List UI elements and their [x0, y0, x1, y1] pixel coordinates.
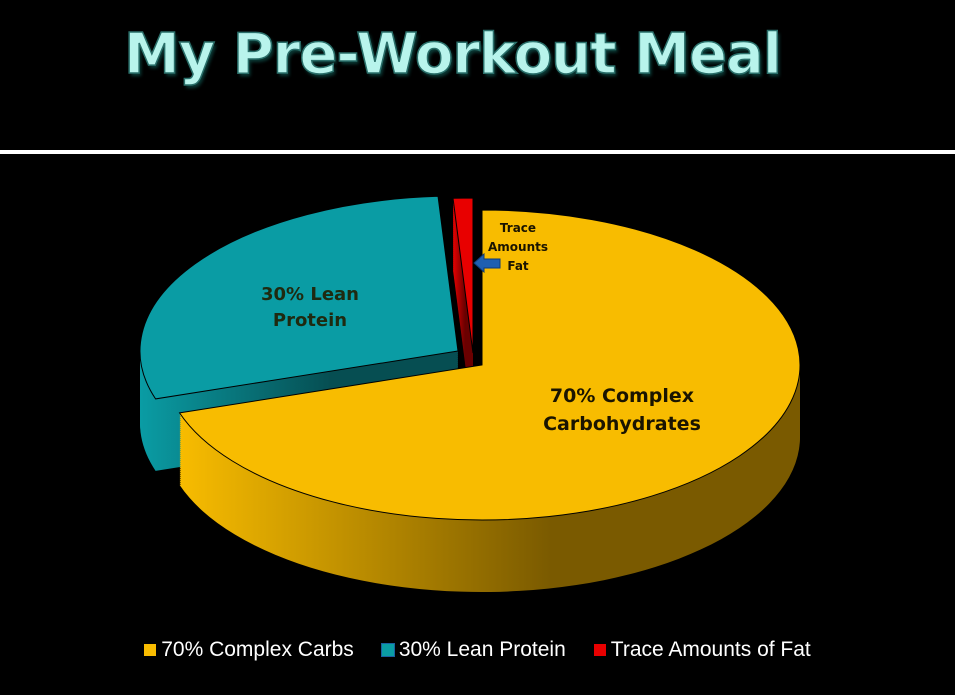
pie-slice-carbs [178, 209, 801, 592]
title-divider [0, 150, 955, 154]
legend-label: 70% Complex Carbs [161, 638, 354, 661]
data-label-fat: Trace Amounts Fat [488, 221, 548, 273]
legend-item-carbs: 70% Complex Carbs [144, 638, 354, 662]
legend: 70% Complex Carbs 30% Lean Protein Trace… [0, 638, 955, 662]
slice-top [452, 197, 474, 354]
legend-swatch [380, 643, 395, 657]
data-label-carbs: 70% Complex Carbohydrates [543, 385, 701, 435]
slide-title: My Pre-Workout Meal [123, 21, 783, 88]
arrow-left-icon [473, 252, 501, 274]
slice-top [139, 195, 459, 400]
slice-top [178, 209, 801, 521]
legend-label: 30% Lean Protein [398, 638, 566, 661]
legend-swatch [144, 644, 157, 656]
legend-item-fat: Trace Amounts of Fat [593, 638, 811, 662]
data-label-protein: 30% Lean Protein [261, 284, 359, 331]
legend-item-protein: 30% Lean Protein [380, 638, 566, 662]
legend-label: Trace Amounts of Fat [610, 638, 811, 661]
legend-swatch [593, 644, 606, 656]
